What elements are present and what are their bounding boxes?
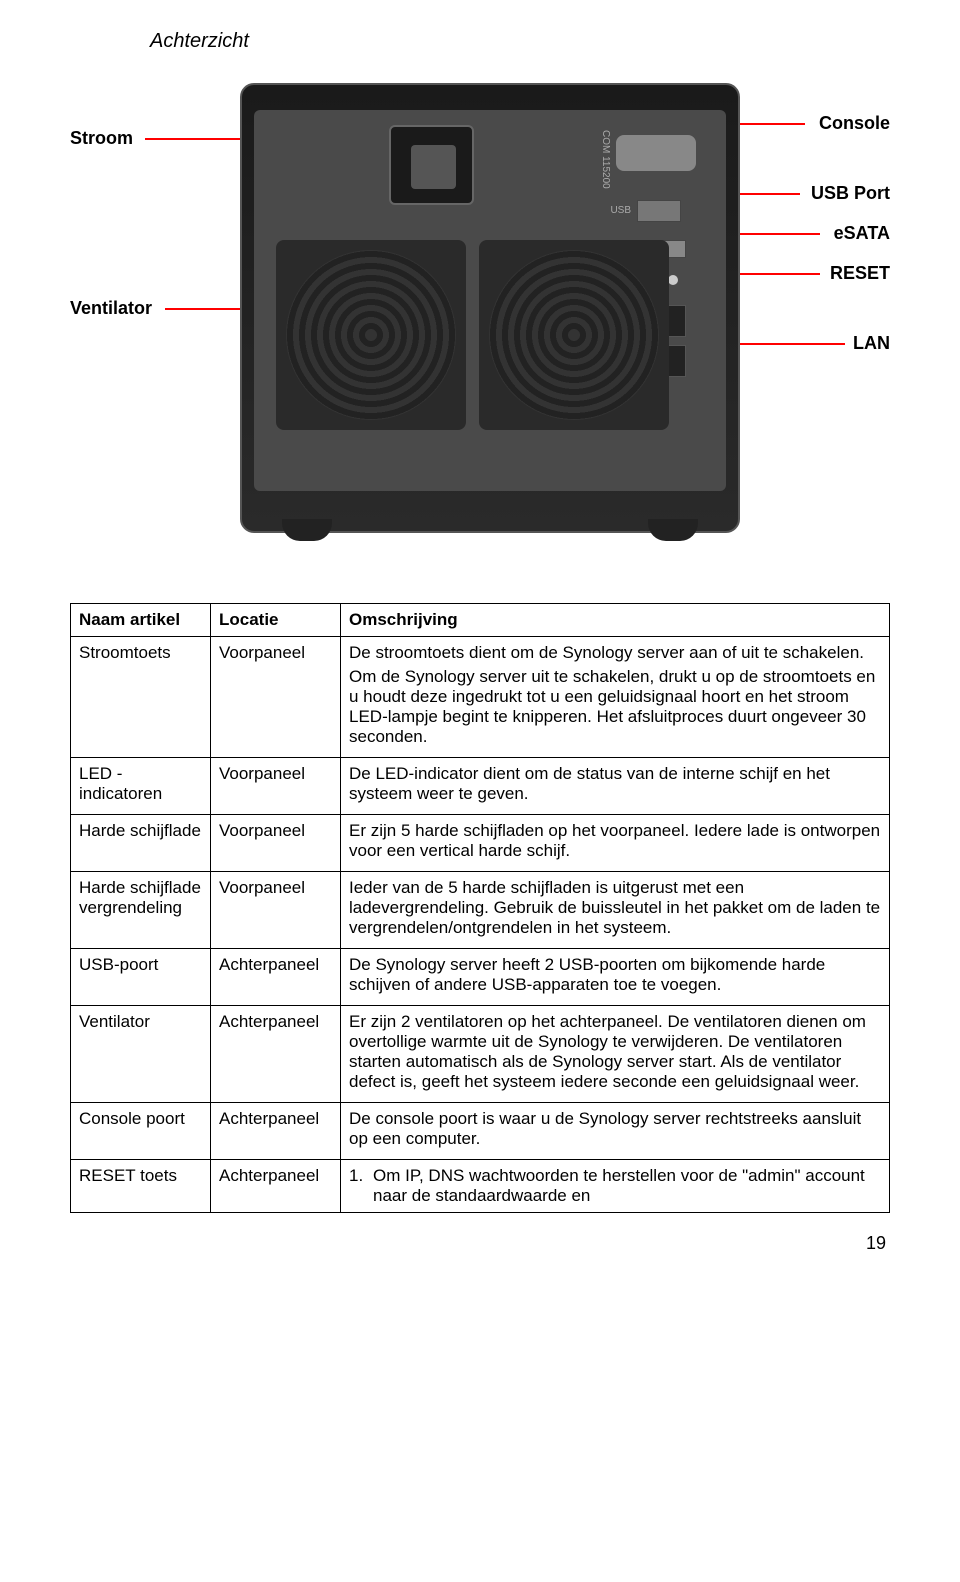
cell-name: Ventilator: [71, 1006, 211, 1103]
cell-description: De LED-indicator dient om de status van …: [341, 758, 890, 815]
device-foot-right: [648, 519, 698, 541]
desc-text: Ieder van de 5 harde schijfladen is uitg…: [349, 878, 881, 938]
label-lan: LAN: [853, 333, 890, 354]
cell-description: Er zijn 2 ventilatoren op het achterpane…: [341, 1006, 890, 1103]
table-row: USB-poortAchterpaneelDe Synology server …: [71, 949, 890, 1006]
desc-text: De stroomtoets dient om de Synology serv…: [349, 643, 881, 663]
label-stroom: Stroom: [70, 128, 133, 149]
cell-location: Voorpaneel: [211, 637, 341, 758]
label-esata: eSATA: [834, 223, 890, 244]
desc-text: De LED-indicator dient om de status van …: [349, 764, 881, 804]
cell-description: De console poort is waar u de Synology s…: [341, 1103, 890, 1160]
spec-table: Naam artikel Locatie Omschrijving Stroom…: [70, 603, 890, 1213]
table-header: Omschrijving: [341, 604, 890, 637]
label-usb: USB Port: [811, 183, 890, 204]
table-row: LED -indicatorenVoorpaneelDe LED-indicat…: [71, 758, 890, 815]
cell-location: Voorpaneel: [211, 758, 341, 815]
reset-hole: [668, 275, 678, 285]
page-number: 19: [70, 1233, 890, 1254]
device-foot-left: [282, 519, 332, 541]
section-title: Achterzicht: [70, 30, 890, 53]
list-number: 1.: [349, 1166, 373, 1206]
table-row: Console poortAchterpaneelDe console poor…: [71, 1103, 890, 1160]
cell-name: Console poort: [71, 1103, 211, 1160]
cell-description: 1.Om IP, DNS wachtwoorden te herstellen …: [341, 1160, 890, 1213]
cell-location: Achterpaneel: [211, 1103, 341, 1160]
rear-view-diagram: Stroom Ventilator Console USB Port eSATA…: [70, 73, 890, 573]
port-label-com: COM 115200: [600, 130, 611, 189]
label-console: Console: [819, 113, 890, 134]
table-row: RESET toetsAchterpaneel1.Om IP, DNS wach…: [71, 1160, 890, 1213]
device-body: COM 115200 USB eSATA RESET LAN1 LAN2: [240, 83, 740, 533]
cell-description: Er zijn 5 harde schijfladen op het voorp…: [341, 815, 890, 872]
cell-description: De stroomtoets dient om de Synology serv…: [341, 637, 890, 758]
table-row: VentilatorAchterpaneelEr zijn 2 ventilat…: [71, 1006, 890, 1103]
desc-text: Er zijn 5 harde schijfladen op het voorp…: [349, 821, 881, 861]
cell-description: De Synology server heeft 2 USB-poorten o…: [341, 949, 890, 1006]
table-row: StroomtoetsVoorpaneel De stroomtoets dien…: [71, 637, 890, 758]
cell-name: Harde schijflade: [71, 815, 211, 872]
table-row: Harde schijfladeVoorpaneelEr zijn 5 hard…: [71, 815, 890, 872]
table-row: Harde schijflade vergrendelingVoorpaneel…: [71, 872, 890, 949]
table-header: Locatie: [211, 604, 341, 637]
device-inner-panel: COM 115200 USB eSATA RESET LAN1 LAN2: [254, 110, 726, 491]
cell-location: Voorpaneel: [211, 872, 341, 949]
console-port: [616, 135, 696, 171]
fan-left: [276, 240, 466, 430]
usb-port-block: [637, 200, 681, 222]
power-socket: [389, 125, 474, 205]
cell-name: USB-poort: [71, 949, 211, 1006]
cell-location: Voorpaneel: [211, 815, 341, 872]
desc-text: De Synology server heeft 2 USB-poorten o…: [349, 955, 881, 995]
desc-text: De console poort is waar u de Synology s…: [349, 1109, 881, 1149]
cell-name: RESET toets: [71, 1160, 211, 1213]
cell-location: Achterpaneel: [211, 1006, 341, 1103]
cell-name: Stroomtoets: [71, 637, 211, 758]
label-reset: RESET: [830, 263, 890, 284]
table-header-row: Naam artikel Locatie Omschrijving: [71, 604, 890, 637]
desc-text: Er zijn 2 ventilatoren op het achterpane…: [349, 1012, 881, 1092]
desc-text: Om IP, DNS wachtwoorden te herstellen vo…: [373, 1166, 881, 1206]
fan-right: [479, 240, 669, 430]
cell-name: LED -indicatoren: [71, 758, 211, 815]
port-label-usb: USB: [610, 205, 631, 216]
cell-location: Achterpaneel: [211, 1160, 341, 1213]
table-header: Naam artikel: [71, 604, 211, 637]
cell-location: Achterpaneel: [211, 949, 341, 1006]
cell-description: Ieder van de 5 harde schijfladen is uitg…: [341, 872, 890, 949]
desc-text: Om de Synology server uit te schakelen, …: [349, 667, 881, 747]
label-ventilator: Ventilator: [70, 298, 152, 319]
cell-name: Harde schijflade vergrendeling: [71, 872, 211, 949]
